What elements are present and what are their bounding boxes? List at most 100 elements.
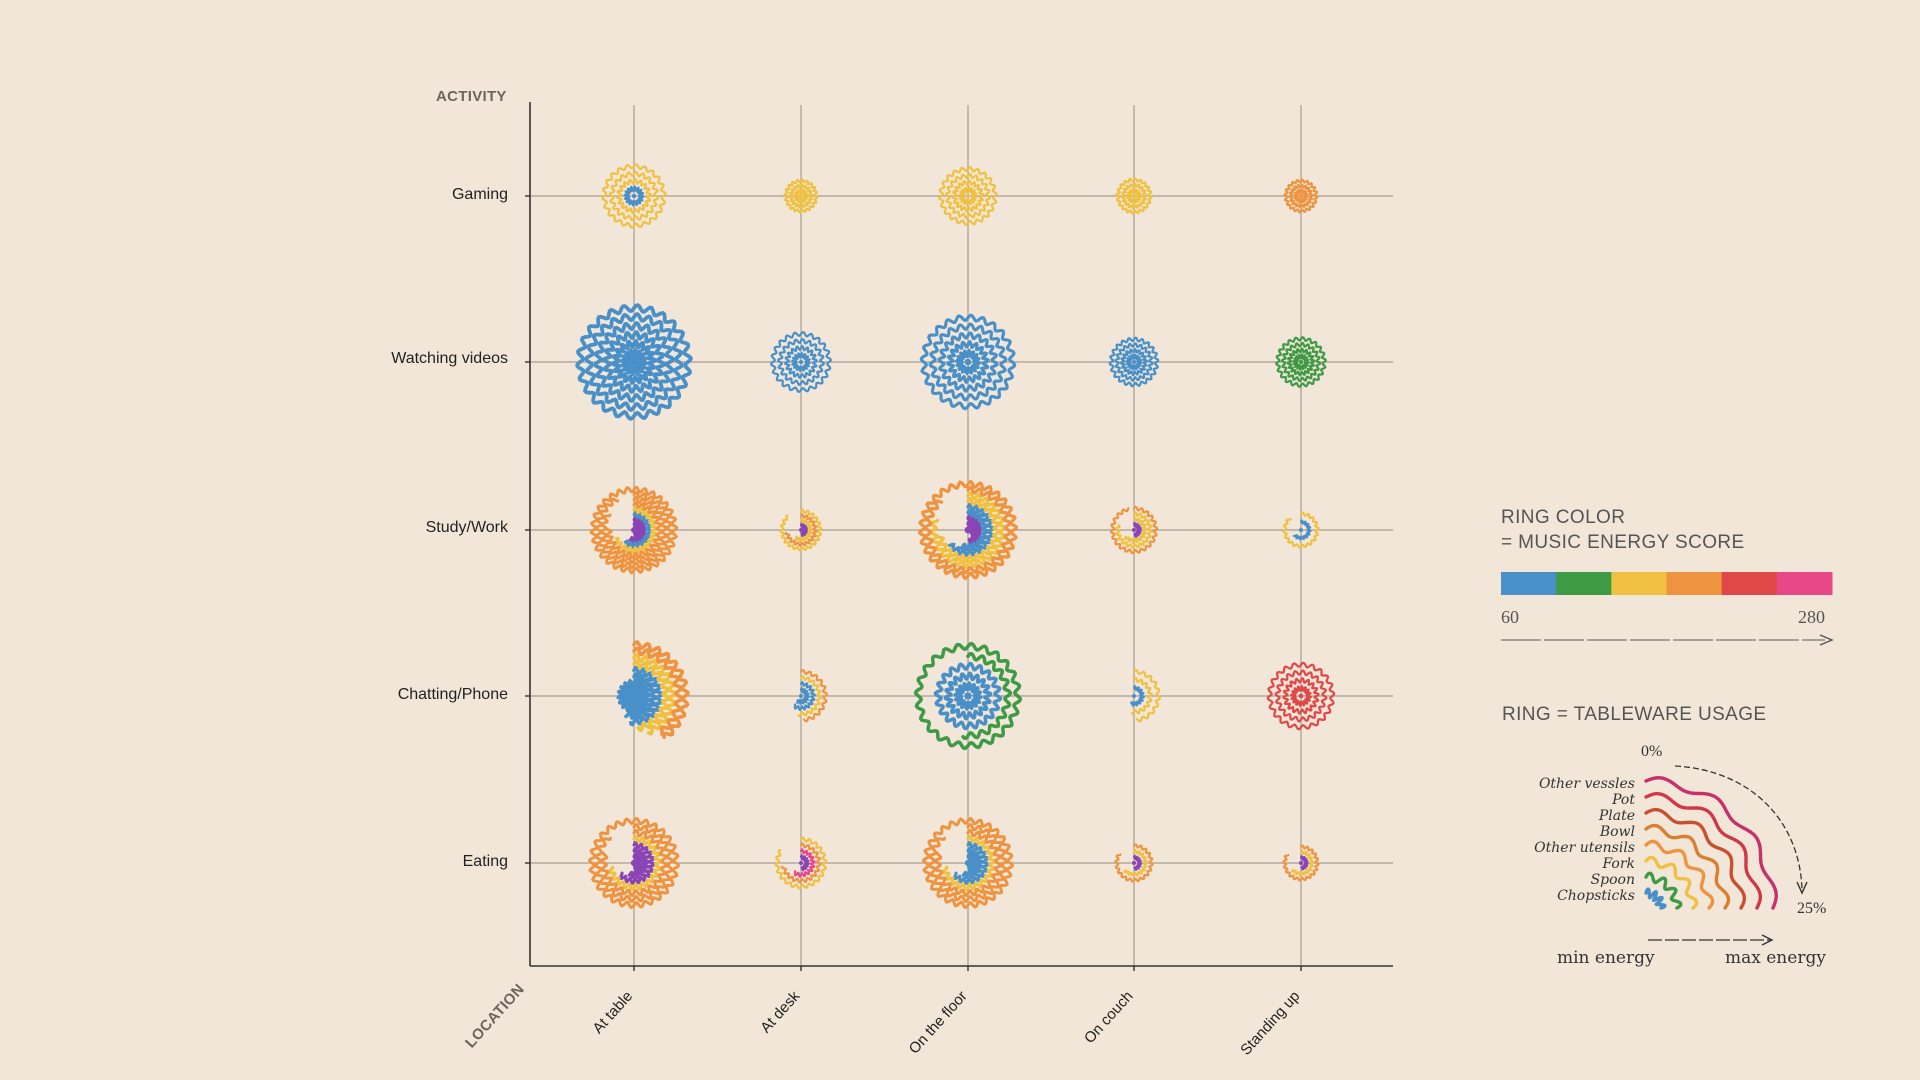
ring-20-2 [618, 840, 656, 886]
ring-15-5 [632, 652, 678, 736]
row-label-watching-videos: Watching videos [391, 350, 508, 367]
glyph-center-5 [630, 358, 638, 366]
glyph-watching-videos-at-table [575, 302, 694, 422]
glyph-watching-videos-on-couch [1108, 336, 1160, 388]
usage-label-other-vessles: Other vessles [1538, 776, 1635, 792]
ring-22-2 [952, 840, 990, 886]
glyph-center-4 [1299, 194, 1303, 198]
ring-8-2 [1114, 342, 1154, 382]
row-label-study-work: Study/Work [425, 519, 508, 536]
glyph-center-21 [799, 861, 803, 865]
ring-15-2 [624, 672, 658, 720]
glyph-gaming-on-couch [1115, 177, 1153, 215]
ring-23-1 [1123, 849, 1149, 878]
ring-12-4 [935, 496, 1002, 564]
energy-min-max-arrow-head [1761, 934, 1774, 946]
ring-23-2 [1114, 843, 1154, 883]
ring-3-2 [1115, 177, 1153, 215]
ring-16-0 [796, 686, 811, 706]
glyph-chatting-phone-at-table [616, 640, 690, 740]
ring-4-0 [1293, 188, 1309, 204]
ring-7-4 [919, 313, 1017, 411]
ring-3-0 [1125, 187, 1143, 205]
ring-16-1 [793, 680, 816, 712]
ring-20-4 [599, 828, 669, 898]
ring-7-0 [954, 348, 982, 376]
legend-max-pct: 25% [1797, 900, 1827, 917]
ring-5-3 [592, 320, 676, 403]
ring-10-2 [623, 511, 653, 549]
ring-15-7 [632, 640, 690, 740]
usage-label-bowl: Bowl [1599, 824, 1635, 840]
glyph-center-17 [964, 692, 972, 700]
ring-8-0 [1125, 353, 1143, 371]
usage-label-pot: Pot [1612, 792, 1635, 808]
ring-5-5 [575, 302, 694, 422]
usage-arc-3 [1644, 839, 1715, 910]
ring-20-1 [627, 846, 651, 880]
energy-bar-segment-0 [1501, 572, 1557, 595]
usage-arc-5 [1644, 807, 1747, 910]
ring-19-1 [1282, 677, 1320, 715]
ring-3-1 [1120, 182, 1148, 210]
ring-22-3 [941, 834, 997, 892]
row-label-eating: Eating [462, 853, 508, 870]
ring-22-1 [961, 846, 985, 880]
ring-15-1 [616, 678, 652, 715]
ring-24-0 [1299, 854, 1310, 871]
energy-bar-segment-4 [1721, 572, 1778, 595]
row-label-chatting-phone: Chatting/Phone [397, 686, 508, 703]
glyph-center-7 [964, 358, 972, 366]
ring-17-3 [961, 651, 1013, 741]
ring-13-1 [1124, 516, 1148, 544]
ring-21-2 [780, 842, 822, 884]
glyph-eating-at-table [587, 816, 681, 910]
ring-11-2 [784, 513, 818, 547]
ring-6-0 [790, 351, 812, 373]
glyph-gaming-standing-up [1283, 178, 1319, 214]
glyph-center-8 [1132, 360, 1136, 364]
ring-9-1 [1286, 347, 1316, 377]
usage-arc-2 [1644, 855, 1699, 910]
glyph-center-24 [1299, 861, 1303, 865]
glyph-center-23 [1132, 861, 1136, 865]
glyph-study-work-on-the-floor [917, 479, 1019, 581]
ring-22-6 [921, 816, 1015, 910]
ring-5-0 [619, 347, 649, 377]
glyph-watching-videos-standing-up [1274, 335, 1328, 389]
ring-9-2 [1281, 342, 1321, 382]
ring-2-0 [958, 186, 979, 206]
ring-18-2 [1132, 669, 1161, 723]
glyph-center-10 [631, 527, 637, 533]
glyph-gaming-at-desk [783, 178, 819, 214]
ring-18-1 [1130, 677, 1153, 716]
ring-21-1 [793, 848, 816, 878]
glyph-center-20 [630, 859, 638, 867]
ring-7-3 [928, 322, 1008, 402]
glyph-center-13 [1132, 528, 1136, 532]
ring-21-0 [799, 853, 811, 872]
ring-20-5 [593, 822, 675, 904]
ring-16-2 [797, 675, 822, 717]
ring-2-2 [945, 173, 991, 219]
y-axis-title: ACTIVITY [436, 88, 507, 105]
legend-color-title-1: RING COLOR [1501, 507, 1626, 528]
glyph-chatting-phone-standing-up [1266, 661, 1336, 731]
ring-15-6 [632, 646, 684, 737]
glyph-center-3 [1132, 194, 1136, 198]
ring-12-6 [923, 485, 1013, 575]
glyph-chatting-phone-on-couch [1130, 669, 1161, 723]
ring-10-7 [589, 485, 679, 575]
ring-14-1 [1282, 511, 1320, 549]
ring-6-1 [783, 344, 818, 380]
ring-19-0 [1289, 684, 1313, 708]
glyph-chatting-phone-at-desk [793, 668, 829, 723]
glyph-center-2 [966, 194, 970, 198]
glyph-eating-on-the-floor [921, 816, 1015, 910]
legend-color-title-2: = MUSIC ENERGY SCORE [1501, 532, 1745, 553]
usage-arc-1 [1644, 871, 1683, 910]
usage-arrow-curve [1674, 765, 1803, 891]
usage-label-other-utensils: Other utensils [1534, 840, 1635, 856]
ring-0-3 [601, 163, 667, 229]
